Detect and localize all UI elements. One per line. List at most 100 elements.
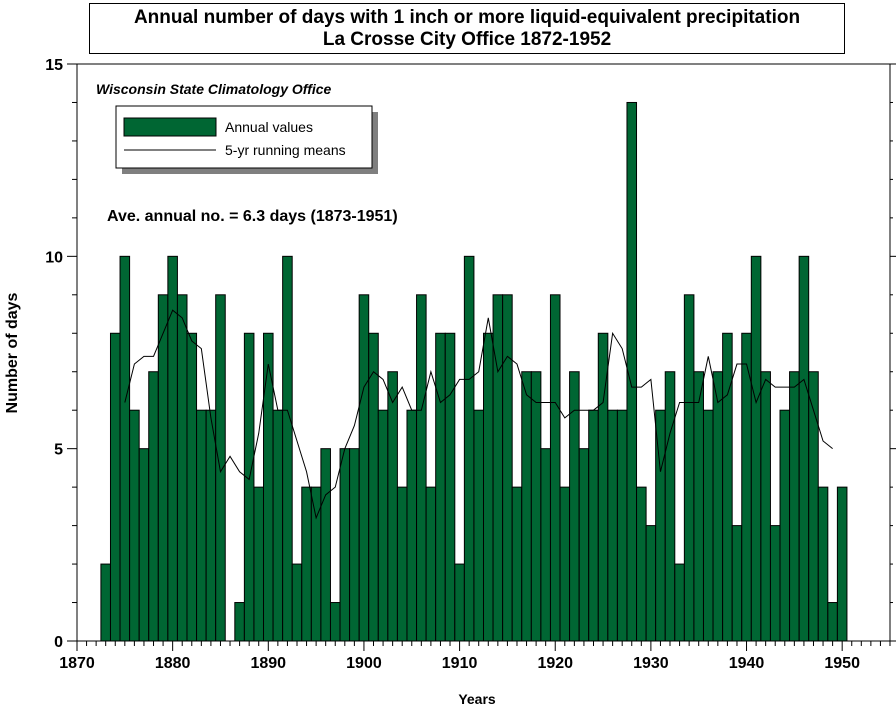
bar-1875 [119, 255, 131, 642]
bar-1923 [578, 448, 590, 642]
bar-1920 [549, 294, 561, 642]
bar-1889 [253, 486, 265, 642]
bar-1946 [798, 255, 810, 642]
bar-1937 [712, 371, 724, 642]
legend-bar-swatch [123, 117, 217, 137]
bar-1942 [760, 371, 771, 642]
bar-1950 [836, 486, 848, 642]
bar-1927 [616, 409, 628, 642]
bar-1913 [483, 332, 494, 642]
bar-1936 [702, 409, 714, 642]
bar-1903 [387, 371, 398, 642]
bar-1921 [559, 486, 571, 642]
legend-box [115, 105, 373, 169]
x-axis-title: Years [458, 691, 496, 707]
legend: Annual values 5-yr running means [115, 105, 378, 174]
bar-1949 [827, 602, 838, 642]
bar-1947 [808, 371, 819, 642]
x-tick-label-1950: 1950 [824, 655, 860, 672]
bar-1881 [176, 294, 188, 642]
bar-1910 [454, 563, 465, 642]
bar-1879 [157, 294, 169, 642]
average-annotation: Ave. annual no. = 6.3 days (1873-1951) [107, 208, 398, 225]
bar-1883 [196, 409, 207, 642]
bar-1899 [349, 448, 360, 642]
bar-1901 [368, 332, 379, 642]
bar-1885 [215, 294, 226, 642]
bar-1888 [243, 332, 255, 642]
bar-1943 [769, 525, 781, 642]
y-tick-label-5: 5 [54, 442, 63, 459]
bar-1914 [492, 294, 504, 642]
bar-1924 [588, 409, 599, 642]
bars-group [100, 101, 848, 642]
x-tick-label-1880: 1880 [155, 655, 191, 672]
bar-1919 [540, 448, 551, 642]
bar-1922 [569, 371, 580, 642]
bar-1873 [100, 563, 111, 642]
x-tick-label-1920: 1920 [537, 655, 573, 672]
y-tick-label-0: 0 [54, 634, 63, 651]
bar-1892 [282, 255, 293, 642]
bar-1944 [779, 409, 791, 642]
bar-1934 [683, 294, 695, 642]
x-tick-label-1870: 1870 [59, 655, 95, 672]
bar-1891 [272, 409, 284, 642]
bar-1900 [358, 294, 370, 642]
bar-1906 [416, 294, 427, 642]
plot-frame [76, 63, 891, 642]
bar-1938 [722, 332, 733, 642]
chart-title-box: Annual number of days with 1 inch or mor… [89, 3, 845, 54]
bar-1894 [301, 486, 312, 642]
running-mean-line [124, 309, 833, 520]
bar-1945 [789, 371, 800, 642]
legend-bar-label: Annual values [225, 119, 313, 135]
y-tick-label-15: 15 [45, 57, 63, 74]
bar-1932 [664, 371, 676, 642]
x-tick-label-1940: 1940 [729, 655, 765, 672]
bar-1933 [674, 563, 685, 642]
legend-line-label: 5-yr running means [225, 142, 346, 158]
bar-1904 [396, 486, 408, 642]
bar-1915 [502, 294, 513, 642]
bar-1930 [645, 525, 657, 642]
bar-1931 [655, 409, 666, 642]
y-tick-label-10: 10 [45, 249, 63, 266]
bar-1877 [138, 448, 150, 642]
bar-1909 [444, 332, 456, 642]
y-axis-title: Number of days [4, 292, 21, 413]
axes-group: 1870 1880 1890 1900 1910 1920 1930 1940 1950 0 5 10… [45, 57, 896, 672]
chart-title-line1: Annual number of days with 1 inch or mor… [133, 7, 801, 28]
bar-1907 [425, 486, 437, 642]
bar-1893 [291, 563, 303, 642]
bar-1908 [435, 332, 446, 642]
x-tick-label-1890: 1890 [250, 655, 286, 672]
bar-1880 [167, 255, 178, 642]
bar-1878 [148, 371, 159, 642]
bar-1876 [129, 409, 140, 642]
bar-1897 [329, 602, 341, 642]
bar-1902 [377, 409, 389, 642]
bar-1929 [636, 486, 647, 642]
bar-1912 [473, 409, 485, 642]
x-tick-label-1930: 1930 [633, 655, 669, 672]
source-label: Wisconsin State Climatology Office [96, 81, 332, 97]
bar-1896 [320, 448, 331, 642]
bar-1882 [186, 332, 198, 642]
x-tick-label-1910: 1910 [442, 655, 478, 672]
running-mean-group [124, 309, 833, 520]
bar-1917 [521, 371, 532, 642]
x-tick-label-1900: 1900 [346, 655, 382, 672]
bar-1874 [109, 332, 121, 642]
bar-1926 [607, 409, 618, 642]
bar-1916 [511, 486, 523, 642]
bar-1939 [731, 525, 743, 642]
chart-title-line2: La Crosse City Office 1872-1952 [322, 29, 612, 50]
bar-1905 [406, 409, 418, 642]
bar-1941 [750, 255, 762, 642]
bar-1911 [463, 255, 475, 642]
bar-1898 [339, 448, 351, 642]
bar-1935 [693, 371, 704, 642]
bar-1948 [817, 486, 829, 642]
